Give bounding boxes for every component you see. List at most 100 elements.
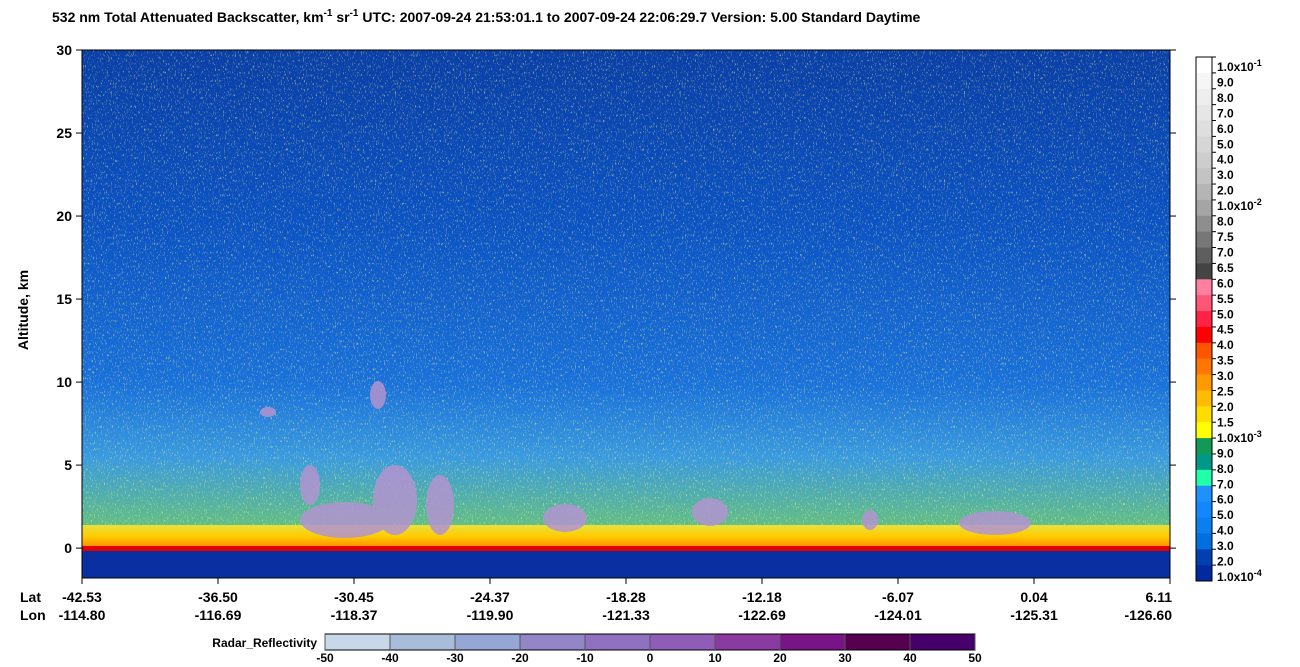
colorbar-label-text: 2.0 — [1217, 184, 1234, 198]
colorbar-label: 6.0 — [1217, 276, 1234, 290]
radar-tick-label: 30 — [838, 651, 852, 665]
colorbar-label-text: 3.0 — [1217, 168, 1234, 182]
radar-color-band — [650, 634, 716, 650]
colorbar-label-text: 9.0 — [1217, 446, 1234, 460]
colorbar-label: 7.5 — [1217, 230, 1234, 244]
title-part: sr — [332, 9, 350, 25]
color-band — [1196, 231, 1212, 248]
x-tick-label: -124.01 — [874, 607, 922, 623]
colorbar-label-text: 9.0 — [1217, 75, 1234, 89]
colorbar-label: 2.0 — [1217, 400, 1234, 414]
y-tick-label: 25 — [56, 125, 72, 141]
color-band — [1196, 326, 1212, 344]
colorbar-label: 4.5 — [1217, 323, 1234, 337]
colorbar-label: 9.0 — [1217, 75, 1234, 89]
radar-color-band — [780, 634, 846, 650]
title-part: UTC: 2007-09-24 21:53:01.1 to 2007-09-24… — [358, 9, 920, 25]
colorbar-label-text: 3.0 — [1217, 369, 1234, 383]
color-band — [1196, 501, 1212, 518]
radar-tick-label: -10 — [576, 651, 594, 665]
colorbar-label: 8.0 — [1217, 215, 1234, 229]
color-band — [1196, 104, 1212, 121]
colorbar-label-text: 6.0 — [1217, 276, 1234, 290]
colorbar-label: 6.5 — [1217, 261, 1234, 275]
radar-color-band — [845, 634, 911, 650]
x-tick-label: -6.07 — [882, 589, 914, 605]
colorbar-label-text: 1.5 — [1217, 415, 1234, 429]
radar-tick-label: 50 — [968, 651, 982, 665]
colorbar-label: 1.0x10-4 — [1217, 568, 1262, 584]
color-band — [1196, 57, 1212, 74]
radar-tick-label: -20 — [511, 651, 529, 665]
colorbar-label: 3.0 — [1217, 168, 1234, 182]
title-part: -1 — [350, 8, 359, 19]
color-band — [1196, 406, 1212, 423]
colorbar-frame — [1195, 56, 1213, 582]
colorbar-label-text: 8.0 — [1217, 215, 1234, 229]
colorbar-label: 2.5 — [1217, 385, 1234, 399]
subsurface — [82, 551, 1170, 578]
radar-color-band — [585, 634, 651, 650]
colorbar-label: 1.5 — [1217, 415, 1234, 429]
colorbar-label: 1.0x10-1 — [1217, 58, 1262, 74]
color-band — [1196, 453, 1212, 471]
colorbar-label: 2.0 — [1217, 184, 1234, 198]
color-band — [1196, 533, 1212, 550]
radar-color-band — [520, 634, 586, 650]
x-tick-label: -121.33 — [602, 607, 650, 623]
colorbar-label-text: 7.0 — [1217, 477, 1234, 491]
colorbar-label-exp: -1 — [1254, 58, 1262, 68]
colorbar-label-text: 1.0x10 — [1217, 431, 1254, 445]
color-band — [1196, 72, 1212, 90]
colorbar-label-exp: -3 — [1254, 429, 1262, 439]
colorbar-label: 2.0 — [1217, 555, 1234, 569]
x-tick-label: -118.37 — [331, 607, 378, 623]
x-tick-label: -122.69 — [738, 607, 786, 623]
color-band — [1196, 136, 1212, 153]
x-tick-label: -36.50 — [198, 589, 238, 605]
color-band — [1196, 422, 1212, 439]
radar-color-band — [325, 634, 391, 650]
x-tick-label: -125.31 — [1010, 607, 1058, 623]
colorbar-label: 5.0 — [1217, 137, 1234, 151]
y-tick-label: 20 — [56, 208, 72, 224]
colorbar-label-exp: -4 — [1254, 568, 1262, 578]
radar-clouds — [260, 381, 1031, 538]
color-band — [1196, 358, 1212, 375]
colorbar-label-text: 6.5 — [1217, 261, 1234, 275]
colorbar-label: 7.0 — [1217, 477, 1234, 491]
x-tick-label: -116.69 — [195, 607, 242, 623]
color-band — [1196, 199, 1212, 217]
color-band — [1196, 263, 1212, 280]
colorbar-label-text: 5.0 — [1217, 508, 1234, 522]
colorbar-label: 3.0 — [1217, 539, 1234, 553]
color-band — [1196, 88, 1212, 105]
color-band — [1196, 390, 1212, 407]
colorbar-label-text: 4.5 — [1217, 323, 1234, 337]
title-part: -1 — [324, 8, 333, 19]
colorbar-label-text: 5.5 — [1217, 292, 1234, 306]
y-tick-label: 30 — [56, 42, 72, 58]
x-tick-label: -30.45 — [334, 589, 374, 605]
color-band — [1196, 342, 1212, 359]
colorbar-label-text: 6.0 — [1217, 493, 1234, 507]
colorbar-label: 4.0 — [1217, 524, 1234, 538]
chart-title: 532 nm Total Attenuated Backscatter, km-… — [52, 8, 921, 25]
y-tick-label: 0 — [64, 540, 72, 556]
color-band — [1196, 295, 1212, 312]
x-tick-label: -18.28 — [606, 589, 646, 605]
radar-tick-label: 0 — [647, 651, 654, 665]
colorbar-label-text: 2.0 — [1217, 555, 1234, 569]
radar-color-band — [390, 634, 456, 650]
radar-label: Radar_Reflectivity — [212, 636, 317, 650]
colorbar-label: 3.5 — [1217, 354, 1234, 368]
colorbar-label-text: 4.0 — [1217, 153, 1234, 167]
colorbar-label-text: 7.0 — [1217, 245, 1234, 259]
color-band — [1196, 215, 1212, 232]
color-band — [1196, 565, 1212, 582]
radar-tick-label: 10 — [708, 651, 722, 665]
colorbar-label: 6.0 — [1217, 122, 1234, 136]
title-part: 532 nm Total Attenuated Backscatter, km — [52, 9, 324, 25]
colorbar-label-text: 1.0x10 — [1217, 570, 1254, 584]
colorbar-label-text: 5.0 — [1217, 307, 1234, 321]
